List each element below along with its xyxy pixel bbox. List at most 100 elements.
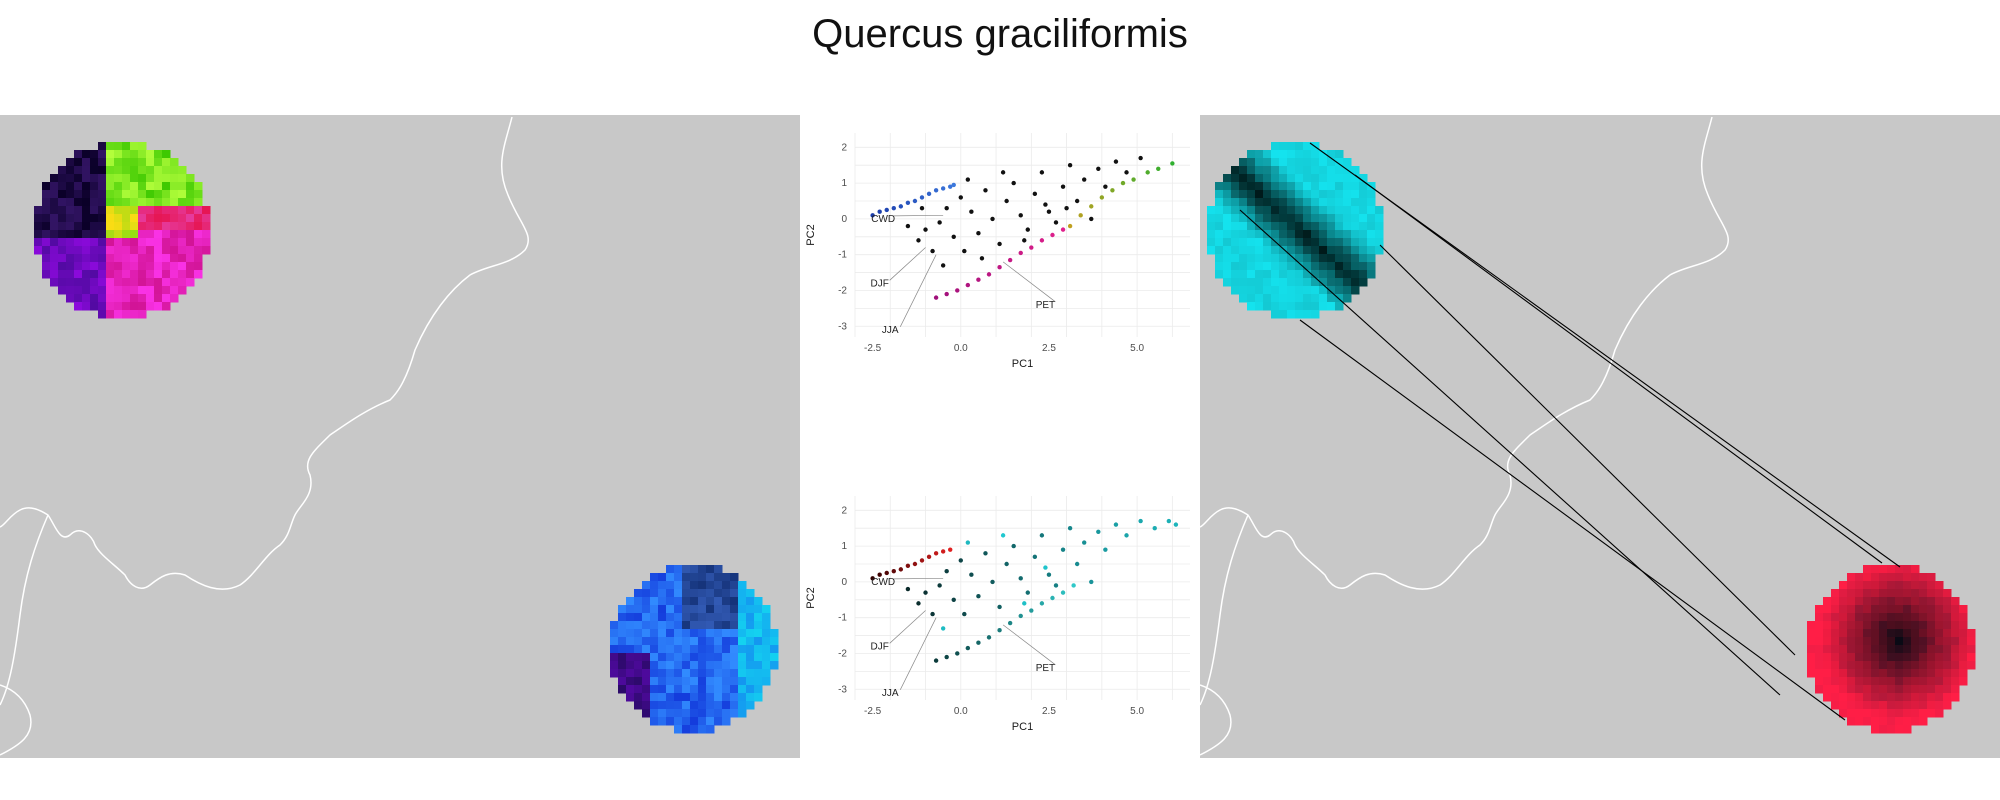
raster-cell: [706, 645, 715, 654]
raster-cell: [642, 685, 651, 694]
border-line-3: [0, 684, 32, 756]
raster-cell: [610, 621, 619, 630]
data-point: [944, 291, 949, 297]
data-point: [1173, 522, 1179, 527]
raster-cell: [202, 246, 211, 255]
raster-cell: [626, 621, 635, 630]
raster-cell: [1879, 653, 1888, 662]
raster-cell: [1311, 302, 1320, 311]
raster-cell: [754, 621, 763, 630]
raster-cell: [114, 302, 123, 311]
raster-cell: [1295, 230, 1304, 239]
raster-cell: [1319, 174, 1328, 183]
raster-cell: [1895, 669, 1904, 678]
raster-cell: [1911, 677, 1920, 686]
raster-cell: [1855, 605, 1864, 614]
raster-cell: [1871, 669, 1880, 678]
raster-cell: [1351, 206, 1360, 215]
raster-cell: [698, 701, 707, 710]
raster-cell: [714, 709, 723, 718]
raster-cell: [1351, 254, 1360, 263]
raster-cell: [130, 190, 139, 199]
x-tick-label: 2.5: [1042, 706, 1056, 717]
raster-cell: [1847, 693, 1856, 702]
raster-cell: [82, 254, 91, 263]
raster-cell: [1343, 206, 1352, 215]
raster-cell: [1879, 645, 1888, 654]
raster-cell: [1815, 629, 1824, 638]
annotation-leader: [893, 577, 944, 580]
raster-cell: [114, 150, 123, 159]
raster-cell: [1855, 669, 1864, 678]
raster-cell: [714, 637, 723, 646]
raster-cell: [714, 685, 723, 694]
raster-cell: [1887, 597, 1896, 606]
annotation-label: JJA: [882, 325, 899, 336]
raster-cell: [186, 206, 195, 215]
raster-cell: [746, 621, 755, 630]
raster-cell: [666, 581, 675, 590]
raster-cell: [1295, 214, 1304, 223]
raster-cell: [730, 693, 739, 702]
raster-cell: [1279, 182, 1288, 191]
raster-cell: [1911, 581, 1920, 590]
raster-cell: [1895, 637, 1904, 646]
raster-cell: [90, 262, 99, 271]
data-point: [1145, 170, 1150, 175]
raster-cell: [706, 565, 715, 574]
raster-cell: [618, 677, 627, 686]
raster-cell: [714, 677, 723, 686]
raster-cell: [1895, 653, 1904, 662]
raster-cell: [1327, 254, 1336, 263]
raster-cell: [1967, 653, 1976, 662]
raster-cell: [1287, 230, 1296, 239]
raster-cell: [1815, 661, 1824, 670]
raster-cell: [1847, 589, 1856, 598]
x-tick-label: 0.0: [954, 343, 968, 354]
raster-cell: [1935, 669, 1944, 678]
raster-cell: [1919, 589, 1928, 598]
data-point: [891, 205, 896, 211]
raster-cell: [194, 262, 203, 271]
raster-cell: [1255, 206, 1264, 215]
data-point: [1113, 522, 1119, 527]
raster-cell: [1335, 254, 1344, 263]
raster-cell: [1895, 645, 1904, 654]
raster-cell: [138, 294, 147, 303]
raster-cell: [138, 230, 147, 239]
data-point: [1071, 583, 1076, 588]
raster-cell: [1327, 302, 1336, 311]
raster-cell: [634, 605, 643, 614]
raster-cell: [1247, 166, 1256, 175]
raster-cell: [690, 693, 699, 702]
raster-cell: [1823, 645, 1832, 654]
raster-cell: [1911, 717, 1920, 726]
raster-cell: [730, 605, 739, 614]
raster-cell: [1255, 166, 1264, 175]
raster-cell: [1279, 214, 1288, 223]
connector-line: [1299, 319, 1846, 721]
raster-cell: [1303, 278, 1312, 287]
raster-cell: [1831, 701, 1840, 710]
raster-cell: [1215, 262, 1224, 271]
raster-cell: [1903, 669, 1912, 678]
raster-cell: [1207, 222, 1216, 231]
raster-cell: [1935, 653, 1944, 662]
raster-cell: [82, 158, 91, 167]
data-point: [976, 277, 981, 282]
raster-cell: [130, 158, 139, 167]
y-tick-label: -3: [838, 684, 847, 695]
raster-cell: [114, 230, 123, 239]
data-point: [926, 191, 932, 197]
raster-cell: [1279, 206, 1288, 215]
raster-cell: [1943, 629, 1952, 638]
raster-cell: [1287, 166, 1296, 175]
raster-cell: [1295, 294, 1304, 303]
raster-cell: [1831, 645, 1840, 654]
raster-cell: [610, 629, 619, 638]
raster-cell: [706, 621, 715, 630]
raster-cell: [154, 222, 163, 231]
raster-cell: [1215, 254, 1224, 263]
raster-cell: [650, 645, 659, 654]
